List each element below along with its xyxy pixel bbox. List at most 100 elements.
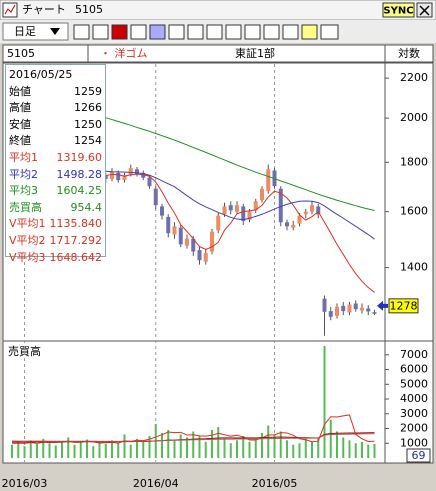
y-tick-label: 6000 — [400, 363, 428, 376]
period-select[interactable] — [2, 22, 69, 41]
tool-icon[interactable] — [282, 24, 299, 40]
candle-body — [322, 298, 327, 312]
candle-body — [122, 175, 127, 181]
candle-body — [310, 205, 314, 212]
toolbar-icons — [73, 24, 339, 40]
y-tick-label: 1800 — [400, 155, 428, 168]
info-row: 平均1 1319.60 — [9, 150, 102, 167]
candle-body — [353, 303, 358, 310]
tool-icon[interactable] — [92, 24, 109, 40]
y-tick-label: 2000 — [400, 422, 428, 435]
info-row: 平均2 1498.28 — [9, 167, 102, 184]
volume-bar — [173, 440, 176, 458]
window-code: 5105 — [75, 3, 103, 16]
candle-body — [216, 215, 221, 231]
candle-body — [341, 305, 346, 312]
info-value: 1250 — [74, 117, 102, 131]
tool-icon[interactable] — [206, 24, 223, 40]
period-label[interactable]: 日足 — [14, 25, 36, 38]
volume-bar — [136, 438, 138, 458]
tool-icon[interactable] — [187, 24, 204, 40]
dropdown-arrow[interactable] — [50, 28, 60, 35]
tool-icon[interactable] — [130, 24, 147, 40]
candle-body — [241, 206, 246, 221]
volume-bar — [129, 444, 132, 458]
tool-icon[interactable] — [73, 24, 90, 40]
volume-bar — [79, 442, 82, 458]
count-box — [406, 448, 431, 463]
candle-body — [303, 211, 308, 215]
volume-bar — [161, 432, 163, 458]
volume-bar — [148, 435, 151, 458]
volume-bar — [211, 429, 213, 458]
tool-icon[interactable] — [225, 24, 242, 40]
candle-body — [372, 312, 377, 314]
info-value: 1319.60 — [56, 150, 103, 164]
tool-icon[interactable] — [244, 24, 261, 40]
volume-bar — [298, 443, 301, 458]
candle-body — [191, 238, 196, 252]
volume-bar — [104, 443, 107, 458]
volume-bar — [61, 441, 63, 458]
volume-bar — [361, 441, 363, 458]
volume-bar — [86, 439, 88, 458]
info-value: 1254 — [74, 134, 102, 148]
info-label: 安値 — [9, 117, 31, 131]
info-value: 1266 — [74, 101, 102, 115]
tool-icon[interactable] — [111, 24, 128, 40]
candle-body — [278, 188, 283, 223]
app-icon-glyph — [4, 4, 16, 15]
candle-body — [178, 227, 183, 245]
y-tick-label: 2200 — [400, 71, 428, 84]
candle-body — [128, 168, 133, 176]
volume-bar — [248, 441, 251, 458]
x-tick-label: 2016/04 — [133, 477, 179, 490]
volume-bar — [286, 440, 288, 458]
tool-icon[interactable] — [149, 24, 166, 40]
info-label: V平均1 — [9, 217, 46, 231]
volume-bar — [267, 425, 270, 458]
close-icon[interactable] — [419, 5, 430, 16]
tool-icon[interactable] — [263, 24, 280, 40]
y-tick-label: 1400 — [400, 261, 428, 274]
candle-body — [235, 205, 239, 212]
info-row: V平均1 1135.840 — [9, 216, 102, 233]
volume-bar — [192, 431, 195, 458]
volume-bar — [223, 438, 226, 458]
volume-bar — [73, 444, 76, 458]
last-price-label: 1278 — [390, 299, 418, 312]
sync-button[interactable] — [382, 2, 415, 18]
header-scale[interactable]: 対数 — [398, 46, 420, 60]
volume-bar — [42, 438, 45, 458]
tool-icon[interactable] — [301, 24, 318, 40]
candle-body — [110, 171, 114, 179]
candle-body — [297, 215, 302, 224]
volume-bar — [198, 435, 201, 458]
price-arrow — [377, 300, 388, 311]
y-tick-label: 7000 — [400, 348, 428, 361]
candle-body — [135, 169, 139, 175]
volume-bar — [98, 441, 101, 458]
volume-bar — [11, 444, 13, 458]
info-row: 安値 1250 — [9, 117, 102, 134]
candle-body — [266, 169, 271, 192]
y-tick-label: 5000 — [400, 377, 428, 390]
info-row: 平均3 1604.25 — [9, 183, 102, 200]
info-label: V平均2 — [9, 233, 46, 247]
sync-label[interactable]: SYNC — [383, 6, 413, 17]
volume-bar — [167, 429, 170, 458]
info-label: 平均3 — [9, 184, 38, 198]
candle-body — [185, 238, 189, 246]
volume-bar — [23, 446, 26, 458]
candle-body — [116, 172, 121, 181]
volume-bar — [186, 437, 188, 458]
volume-bar — [367, 444, 370, 458]
info-row: V平均3 1648.642 — [9, 250, 102, 267]
info-label: 平均1 — [9, 150, 38, 164]
volume-bar — [123, 434, 126, 458]
header-code: 5105 — [7, 47, 35, 60]
tool-icon[interactable] — [168, 24, 185, 40]
tool-icon[interactable] — [320, 24, 339, 40]
last-price-box — [388, 298, 419, 314]
volume-bar — [111, 440, 113, 458]
